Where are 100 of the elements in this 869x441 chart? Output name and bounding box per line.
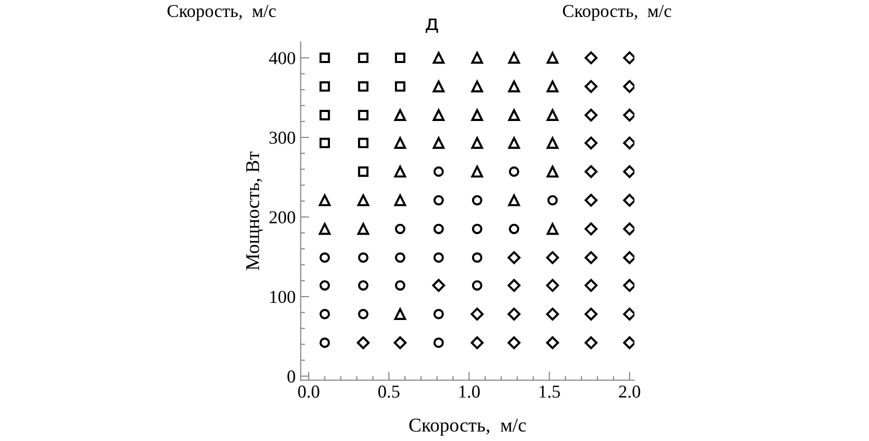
- point: [546, 166, 558, 178]
- point: [320, 308, 330, 320]
- x-tick-label: 0.0: [298, 386, 320, 398]
- point: [433, 252, 444, 263]
- point: [584, 194, 598, 207]
- point: [508, 137, 520, 149]
- point: [394, 194, 406, 206]
- point: [584, 136, 598, 150]
- point: [623, 222, 634, 236]
- y-tick-label: 0: [287, 370, 296, 383]
- y-tick-label: 300: [270, 132, 296, 144]
- point: [320, 252, 330, 263]
- point: [394, 52, 406, 64]
- point: [471, 137, 484, 149]
- point: [546, 336, 559, 350]
- point: [471, 52, 484, 64]
- point: [394, 137, 406, 149]
- point: [546, 251, 559, 264]
- point: [320, 338, 330, 348]
- point: [357, 223, 370, 235]
- point: [433, 224, 444, 234]
- x-tick-label: 1.0: [459, 386, 480, 398]
- y-axis-title: Мощность, Вт: [246, 152, 264, 270]
- point: [394, 336, 407, 350]
- point: [432, 80, 445, 92]
- point: [357, 194, 370, 206]
- point: [358, 166, 368, 177]
- point: [508, 166, 520, 177]
- point: [433, 338, 444, 348]
- point: [508, 109, 520, 122]
- point: [508, 52, 520, 64]
- point: [546, 137, 558, 149]
- point: [394, 280, 406, 291]
- point: [508, 224, 520, 234]
- point: [623, 165, 634, 178]
- point: [471, 109, 484, 122]
- point: [623, 136, 634, 150]
- point: [358, 308, 368, 320]
- point: [546, 109, 558, 122]
- point: [508, 80, 520, 92]
- point: [433, 166, 444, 177]
- point: [623, 194, 634, 207]
- point: [584, 51, 598, 64]
- point: [358, 252, 368, 263]
- point: [394, 81, 406, 92]
- point: [472, 195, 482, 206]
- point: [623, 251, 634, 264]
- y-tick-label: 100: [270, 290, 296, 304]
- point: [584, 336, 598, 350]
- y-tick-label: 400: [269, 52, 296, 64]
- point: [394, 166, 406, 178]
- x-tick-label: 0.5: [378, 386, 400, 398]
- point: [623, 108, 634, 122]
- point: [623, 51, 634, 64]
- point: [472, 252, 482, 263]
- point: [508, 194, 520, 206]
- point: [432, 52, 445, 64]
- point: [584, 222, 598, 236]
- point: [584, 251, 598, 264]
- point: [623, 80, 634, 93]
- point: [432, 109, 445, 122]
- point: [584, 108, 598, 122]
- point: [508, 278, 520, 292]
- point: [433, 195, 444, 206]
- text: Скорость, м/с: [168, 4, 276, 21]
- point: [320, 52, 330, 64]
- point: [432, 278, 446, 292]
- point: [320, 81, 330, 92]
- point: [394, 308, 406, 320]
- x-tick-label: 2.0: [619, 386, 640, 398]
- point: [318, 223, 331, 235]
- point: [394, 252, 406, 263]
- point: [472, 224, 482, 234]
- point: [320, 110, 330, 120]
- point: [320, 280, 330, 291]
- point: [623, 278, 634, 292]
- point: [547, 195, 558, 206]
- point: [546, 278, 559, 292]
- x-tick-label: 1.5: [540, 386, 560, 398]
- point: [584, 308, 598, 321]
- point: [546, 80, 558, 92]
- point: [433, 308, 444, 320]
- point: [432, 137, 445, 149]
- y-tick-label: 200: [270, 211, 296, 224]
- point: [358, 280, 368, 291]
- point: [358, 110, 368, 120]
- point: [546, 308, 559, 321]
- point: [546, 223, 558, 235]
- point: [623, 308, 634, 321]
- point: [623, 336, 634, 350]
- text: Скорость, м/с: [562, 4, 672, 21]
- point: [546, 52, 558, 64]
- point: [472, 280, 482, 291]
- chart-title: д: [426, 18, 438, 33]
- point: [318, 194, 331, 206]
- point: [471, 166, 484, 178]
- point: [394, 109, 406, 122]
- point: [470, 336, 484, 350]
- point: [320, 138, 330, 148]
- point: [358, 81, 368, 92]
